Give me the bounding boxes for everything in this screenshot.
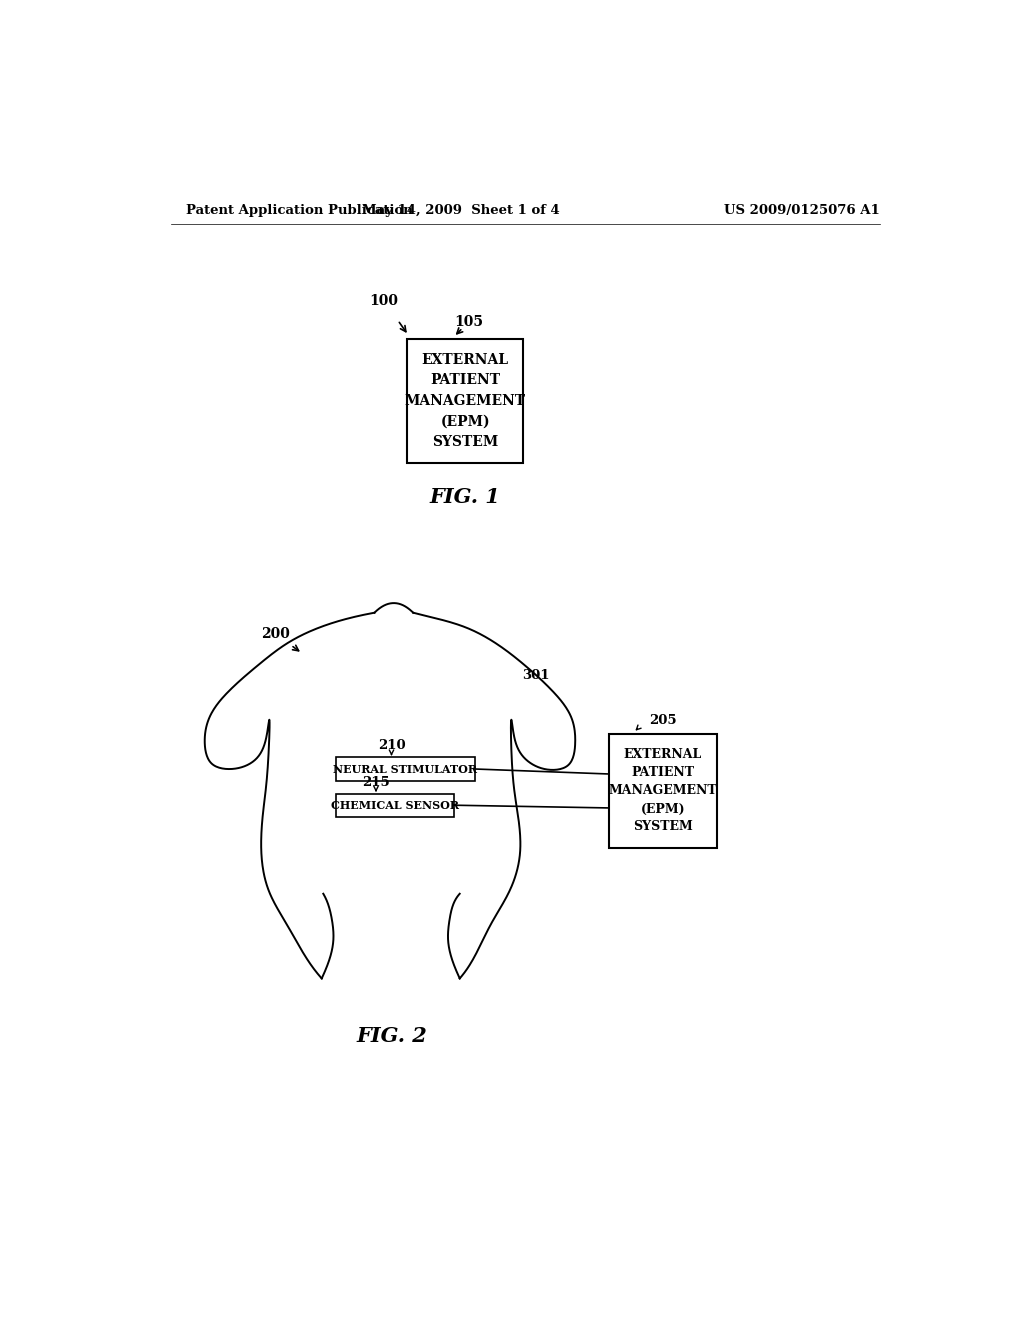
Text: 210: 210 [378,739,406,751]
Text: EXTERNAL
PATIENT
MANAGEMENT
(EPM)
SYSTEM: EXTERNAL PATIENT MANAGEMENT (EPM) SYSTEM [608,748,717,833]
Bar [608,734,717,847]
Bar [336,758,475,780]
Text: CHEMICAL SENSOR: CHEMICAL SENSOR [331,800,459,810]
Text: 215: 215 [362,776,390,788]
Text: 205: 205 [649,714,677,727]
Text: 105: 105 [455,314,483,329]
Text: FIG. 1: FIG. 1 [430,487,501,507]
Text: 100: 100 [370,294,398,308]
Text: NEURAL STIMULATOR: NEURAL STIMULATOR [334,763,477,775]
Text: May 14, 2009  Sheet 1 of 4: May 14, 2009 Sheet 1 of 4 [362,205,560,218]
Bar [336,793,454,817]
Text: 301: 301 [521,669,549,682]
Text: 200: 200 [261,627,290,642]
Text: US 2009/0125076 A1: US 2009/0125076 A1 [724,205,880,218]
Bar [407,339,523,462]
Text: FIG. 2: FIG. 2 [356,1026,427,1047]
Text: EXTERNAL
PATIENT
MANAGEMENT
(EPM)
SYSTEM: EXTERNAL PATIENT MANAGEMENT (EPM) SYSTEM [404,352,525,449]
Text: Patent Application Publication: Patent Application Publication [186,205,413,218]
